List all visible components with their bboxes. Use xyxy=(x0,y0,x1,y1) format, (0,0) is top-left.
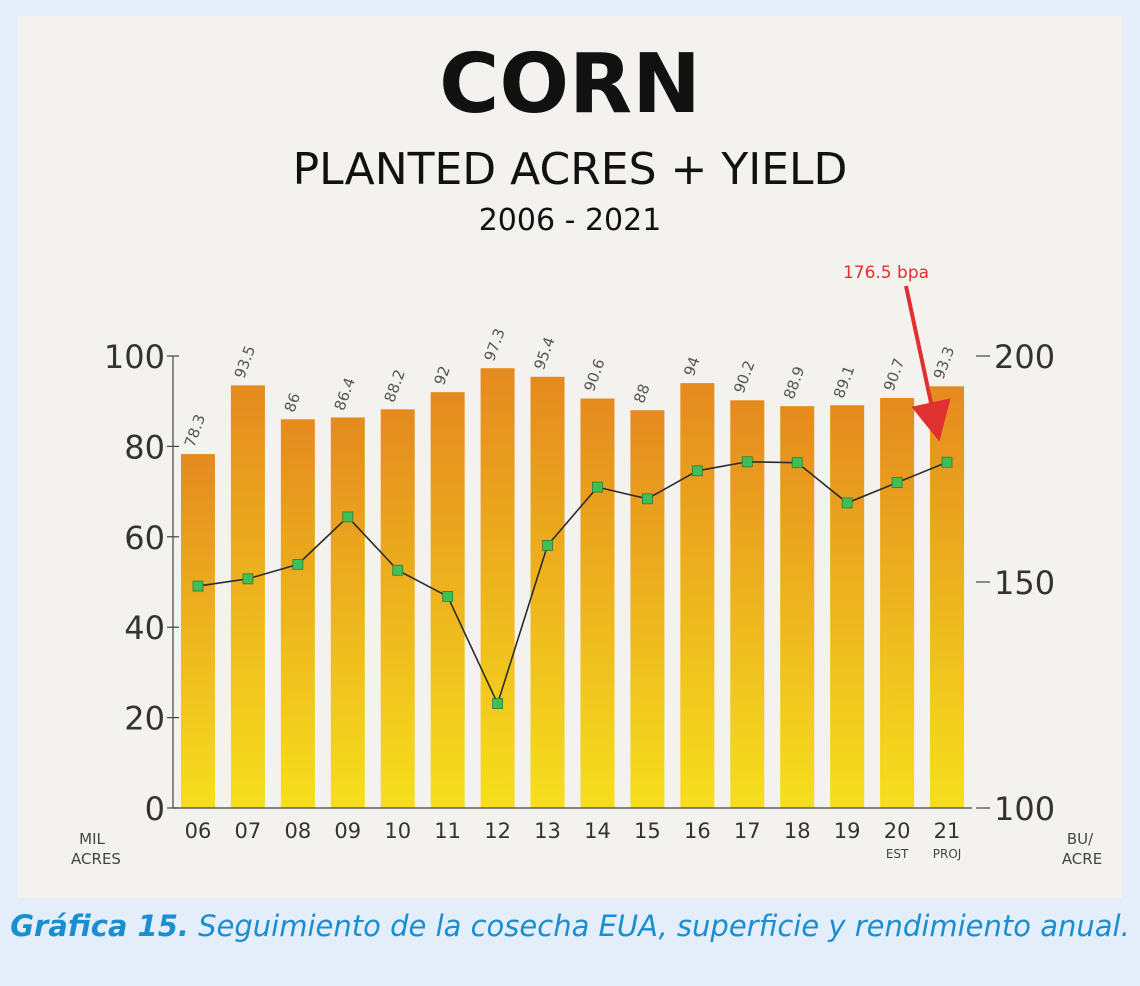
x-tick-label: 08 xyxy=(284,819,311,843)
bar-value-label: 88.9 xyxy=(780,364,808,402)
left-axis-tick-label: 20 xyxy=(124,700,165,738)
yield-marker xyxy=(492,698,503,709)
bar xyxy=(480,368,515,808)
yield-marker xyxy=(642,493,653,505)
x-tick-label: 10 xyxy=(384,819,411,843)
chart-title: CORN xyxy=(439,37,701,132)
bar xyxy=(230,385,265,808)
chart-period: 2006 - 2021 xyxy=(479,203,662,238)
caption-text: Seguimiento de la cosecha EUA, superfici… xyxy=(188,909,1130,943)
x-tick-label: 07 xyxy=(235,819,262,843)
annotation-arrow-icon xyxy=(904,285,951,442)
left-axis-label-line1: MIL xyxy=(79,830,105,848)
x-tick-label: 06 xyxy=(185,819,212,843)
bar-value-label: 86.4 xyxy=(331,375,359,413)
bar xyxy=(830,405,865,808)
bar-value-label: 93.3 xyxy=(930,344,958,382)
bars-layer: 78.3 93.5 86 86.4 88.2 92 97.3 95.4 90.6 88 94 90.2… xyxy=(180,326,965,808)
x-tick-label: 19 xyxy=(834,819,861,843)
yield-marker xyxy=(442,591,454,602)
annotation-text: 176.5 bpa xyxy=(843,263,929,283)
yield-marker xyxy=(542,539,553,551)
bar xyxy=(580,398,615,808)
left-axis-tick-label: 40 xyxy=(124,609,165,647)
bar-value-label: 93.5 xyxy=(231,343,259,381)
bar xyxy=(180,454,215,808)
x-tick-label: 21 xyxy=(934,819,961,843)
figure-caption: Gráfica 15. Seguimiento de la cosecha EU… xyxy=(0,906,1140,946)
caption-prefix: Gráfica 15. xyxy=(10,909,189,943)
annotation: 176.5 bpa xyxy=(843,263,951,442)
bar xyxy=(280,419,315,808)
bar-value-label: 88.2 xyxy=(381,367,409,405)
bar xyxy=(730,400,765,808)
left-axis-label-line2: ACRES xyxy=(71,850,121,868)
yield-marker xyxy=(691,465,703,477)
x-tick-label: 20 xyxy=(884,819,911,843)
x-tick-label: 12 xyxy=(484,819,511,843)
chart-card: CORN PLANTED ACRES + YIELD 2006 - 2021 7… xyxy=(18,16,1122,898)
left-axis-tick-label: 100 xyxy=(104,338,165,376)
yield-marker xyxy=(242,573,254,585)
bar-value-label: 94 xyxy=(680,354,703,378)
yield-marker xyxy=(592,481,603,493)
right-axis-label-line2: ACRE xyxy=(1062,850,1102,868)
bar xyxy=(380,409,415,808)
yield-marker xyxy=(741,456,753,468)
bar-value-label: 95.4 xyxy=(530,335,558,373)
bar-value-label: 90.7 xyxy=(880,356,908,394)
x-tick-label: 09 xyxy=(334,819,361,843)
left-axis-tick-label: 0 xyxy=(145,790,165,828)
x-tick-label: 15 xyxy=(634,819,661,843)
right-axis-label-line1: BU/ xyxy=(1067,830,1094,848)
bar-value-label: 78.3 xyxy=(181,412,209,450)
yield-marker xyxy=(891,477,903,488)
axes-layer: 0 20 40 60 80 100 100 150 200 06 07 08 09 10 11 12 13 14 1… xyxy=(104,338,1055,861)
yield-marker xyxy=(292,558,304,570)
bar xyxy=(930,386,965,808)
yield-marker xyxy=(941,456,953,468)
x-tick-label: 18 xyxy=(784,819,811,843)
bar-value-label: 89.1 xyxy=(830,363,858,401)
bar-value-label: 92 xyxy=(431,363,454,387)
left-axis-tick-label: 80 xyxy=(124,428,165,466)
chart-subtitle: PLANTED ACRES + YIELD xyxy=(293,144,848,195)
x-tick-label: 11 xyxy=(434,819,461,843)
right-axis-tick-label: 150 xyxy=(994,564,1055,602)
bar xyxy=(680,383,715,808)
right-axis-tick-label: 200 xyxy=(994,338,1055,376)
x-tick-label: 13 xyxy=(534,819,561,843)
bar xyxy=(630,410,665,808)
bar-value-label: 88 xyxy=(630,382,653,406)
yield-marker xyxy=(392,564,404,576)
bar xyxy=(530,376,565,808)
bar-value-label: 90.6 xyxy=(580,356,608,394)
x-tick-label: 14 xyxy=(584,819,611,843)
left-axis-tick-label: 60 xyxy=(124,519,165,557)
bar xyxy=(880,398,915,808)
x-tick-label: 16 xyxy=(684,819,711,843)
x-tick-sublabel: EST xyxy=(886,847,909,861)
right-axis-tick-label: 100 xyxy=(994,790,1055,828)
bar xyxy=(330,417,365,808)
bar-value-label: 86 xyxy=(281,391,304,415)
bar-value-label: 97.3 xyxy=(480,326,508,364)
yield-marker xyxy=(342,511,354,523)
yield-marker xyxy=(192,580,204,592)
x-tick-sublabel: PROJ xyxy=(933,847,962,861)
yield-marker xyxy=(841,497,853,509)
line-layer xyxy=(192,456,953,709)
chart-svg: CORN PLANTED ACRES + YIELD 2006 - 2021 7… xyxy=(71,37,1102,868)
yield-marker xyxy=(791,457,803,469)
bar-value-label: 90.2 xyxy=(730,358,758,396)
bar xyxy=(780,406,815,808)
x-tick-label: 17 xyxy=(734,819,761,843)
yield-line xyxy=(197,460,948,706)
